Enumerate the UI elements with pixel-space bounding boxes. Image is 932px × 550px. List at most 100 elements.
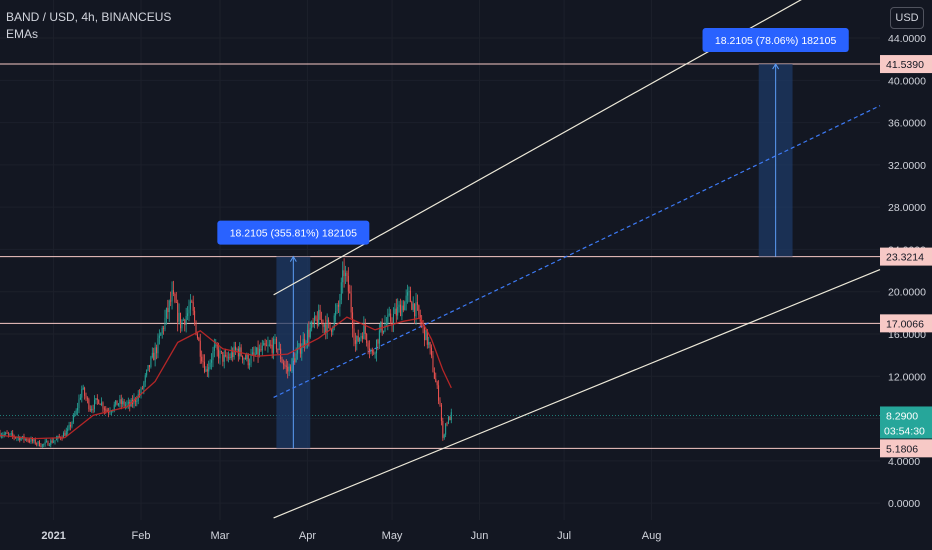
y-tick-label: 20.0000 <box>888 287 926 299</box>
level-label-box <box>880 55 932 74</box>
candle-body <box>343 270 345 277</box>
candle-body <box>387 315 389 324</box>
candle-body <box>242 355 244 360</box>
candle-body <box>26 438 28 441</box>
candle-body <box>322 320 324 327</box>
candle-body <box>364 323 366 334</box>
y-tick-label: 32.0000 <box>888 160 926 172</box>
candle-body <box>326 319 328 333</box>
candle-body <box>309 328 311 338</box>
candle-body <box>318 309 320 326</box>
horizontal-levels[interactable] <box>0 63 880 449</box>
candle-body <box>47 441 49 446</box>
channel-upper-line <box>273 0 802 296</box>
x-tick-label: Apr <box>299 530 316 542</box>
candle-body <box>247 354 249 366</box>
candle-body <box>5 432 7 435</box>
candle-body <box>218 349 220 359</box>
candle-body <box>106 409 108 412</box>
candle-body <box>168 300 170 313</box>
candle-body <box>75 410 77 415</box>
y-tick-label: 44.0000 <box>888 33 926 45</box>
candle-body <box>407 292 409 296</box>
candle-body <box>74 414 76 416</box>
candle-body <box>172 290 174 294</box>
candle-body <box>273 338 275 353</box>
candle-body <box>55 438 57 441</box>
candle-body <box>268 344 270 346</box>
candle-body <box>291 358 293 372</box>
candle-body <box>378 330 380 344</box>
candle-body <box>119 399 121 404</box>
candle-body <box>370 349 372 351</box>
candle-body <box>244 358 246 360</box>
candle-body <box>447 417 449 424</box>
candle-body <box>398 304 400 307</box>
candle-body <box>46 441 48 442</box>
candle-body <box>394 308 396 314</box>
candle-body <box>7 433 9 435</box>
candle-body <box>332 327 334 332</box>
candle-body <box>264 343 266 346</box>
candle-body <box>250 354 252 364</box>
candle-body <box>120 399 122 405</box>
candle-body <box>102 402 104 409</box>
candle-body <box>436 382 438 386</box>
measure-boxes[interactable] <box>276 63 793 449</box>
parallel-channel[interactable] <box>273 0 881 519</box>
candle-body <box>257 347 259 356</box>
candle-body <box>263 343 265 346</box>
channel-median-line <box>273 105 881 398</box>
candle-body <box>68 424 70 429</box>
candle-body <box>6 432 8 434</box>
candle-body <box>246 354 248 360</box>
candle-body <box>219 350 221 359</box>
current-price-box <box>880 406 932 439</box>
candle-body <box>385 323 387 325</box>
candle-body <box>199 340 201 357</box>
candle-body <box>62 433 64 439</box>
candle-body <box>316 319 318 326</box>
candle-body <box>109 411 111 413</box>
candle-body <box>50 440 52 446</box>
time-axis[interactable]: 2021 Feb Mar Apr May Jun Jul Aug <box>41 530 661 542</box>
level-label-box <box>880 314 932 333</box>
x-tick-label: Mar <box>211 530 230 542</box>
level-label-text: 23.3214 <box>886 252 924 264</box>
level-label-text: 17.0066 <box>886 318 924 330</box>
candle-body <box>150 357 152 367</box>
candle-body <box>86 398 88 400</box>
candle-body <box>421 321 423 324</box>
candle-body <box>101 402 103 406</box>
x-tick-label: Aug <box>642 530 662 542</box>
candle-body <box>390 313 392 322</box>
candle-body <box>38 441 40 447</box>
candle-body <box>278 348 280 350</box>
candle-body <box>89 408 91 411</box>
chart-grid <box>0 0 880 520</box>
candle-body <box>373 352 375 354</box>
candle-body <box>405 295 407 302</box>
candle-body <box>325 324 327 333</box>
candle-body <box>194 310 196 321</box>
candle-body <box>433 371 435 379</box>
symbol-title[interactable]: BAND / USD, 4h, BINANCEUS <box>6 10 172 24</box>
candle-body <box>380 321 382 331</box>
candle-body <box>412 303 414 310</box>
candle-body <box>249 363 251 366</box>
candle-body <box>377 339 379 344</box>
candle-body <box>384 324 386 331</box>
candle-body <box>391 321 393 324</box>
indicator-name[interactable]: EMAs <box>6 27 39 41</box>
candle-body <box>198 337 200 341</box>
candle-body <box>195 320 197 335</box>
candle-body <box>354 340 356 344</box>
candle-body <box>443 434 445 438</box>
candle-body <box>212 350 214 361</box>
candle-body <box>235 346 237 350</box>
candle-body <box>302 338 304 348</box>
candle-body <box>191 301 193 303</box>
currency-button[interactable]: USD <box>890 7 924 29</box>
candle-body <box>12 433 14 436</box>
